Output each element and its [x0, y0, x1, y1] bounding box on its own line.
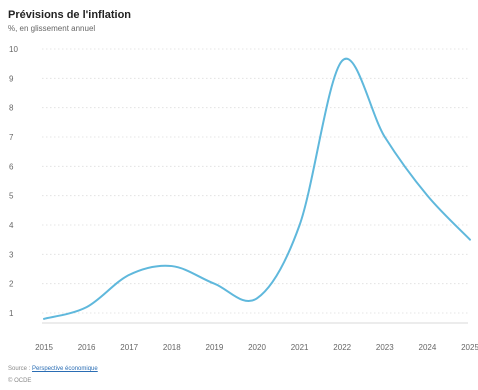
- x-tick-label-2020: 2020: [248, 343, 266, 352]
- x-tick-label-2023: 2023: [376, 343, 394, 352]
- x-tick-label-2025: 2025: [461, 343, 478, 352]
- data-point-2015: [43, 318, 45, 320]
- data-point-2018: [171, 265, 173, 267]
- x-tick-label-2024: 2024: [419, 343, 437, 352]
- gridlines: [42, 48, 468, 324]
- x-tick-label-2018: 2018: [163, 343, 181, 352]
- x-tick-label-2017: 2017: [120, 343, 138, 352]
- y-tick-label-3: 3: [9, 250, 14, 259]
- source-prefix: Source :: [8, 366, 33, 372]
- data-point-2025: [469, 239, 471, 241]
- credit-note: © OCDE: [8, 378, 32, 384]
- data-point-2021: [299, 224, 301, 226]
- series-layer: [43, 57, 471, 320]
- y-tick-label-5: 5: [9, 192, 14, 201]
- data-point-2023: [384, 136, 386, 138]
- y-tick-label-6: 6: [9, 162, 14, 171]
- y-tick-label-10: 10: [9, 45, 18, 54]
- x-tick-label-2019: 2019: [206, 343, 224, 352]
- y-tick-label-4: 4: [9, 221, 14, 230]
- data-point-2019: [213, 283, 215, 285]
- y-tick-label-9: 9: [9, 74, 14, 83]
- x-tick-label-2016: 2016: [78, 343, 96, 352]
- y-tick-label-1: 1: [9, 309, 14, 318]
- source-note: Source : Perspective économique: [8, 366, 98, 372]
- x-tick-label-2015: 2015: [35, 343, 53, 352]
- data-point-2022: [341, 60, 343, 62]
- data-point-2017: [128, 274, 130, 276]
- chart-title: Prévisions de l'inflation: [8, 9, 132, 21]
- x-tick-label-2022: 2022: [333, 343, 351, 352]
- source-link[interactable]: Perspective économique: [32, 366, 98, 372]
- y-axis-ticks: 1 2 3 4 5 6 7 8 9 10: [9, 45, 18, 318]
- y-tick-label-7: 7: [9, 133, 14, 142]
- y-tick-label-2: 2: [9, 280, 14, 289]
- x-tick-label-2021: 2021: [291, 343, 309, 352]
- y-tick-label-8: 8: [9, 104, 14, 113]
- series-line-0: [43, 57, 471, 320]
- chart-subtitle: %, en glissement annuel: [8, 24, 96, 33]
- data-point-2024: [426, 195, 428, 197]
- x-axis-ticks: 2015 2016 2017 2018 2019 2020 2021 2022 2023 2024…: [35, 343, 478, 352]
- data-point-2016: [86, 306, 88, 308]
- data-point-2020: [256, 297, 258, 299]
